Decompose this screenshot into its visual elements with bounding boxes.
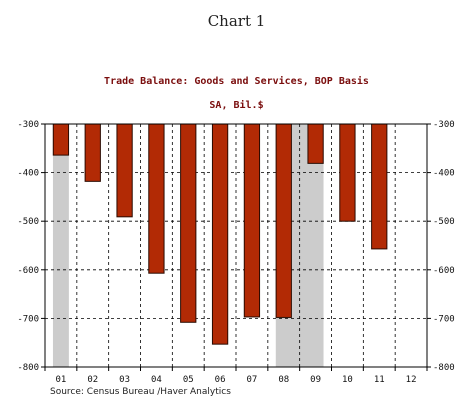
- y-tick-label-left: -300: [17, 120, 39, 130]
- axes-layer: -300 -300 -400 -400 -500 -500 -600 -600 -700 -700…: [17, 120, 454, 385]
- bars-layer: [52, 123, 388, 345]
- y-tick-label-right: -600: [433, 266, 455, 276]
- grid-layer: [45, 124, 427, 367]
- y-tick-label-right: -500: [433, 217, 455, 227]
- bar-09: [307, 123, 324, 164]
- x-tick-label-07: 07: [246, 375, 257, 385]
- x-tick-label-10: 10: [342, 375, 353, 385]
- x-tick-label-08: 08: [278, 375, 289, 385]
- bar-11: [371, 123, 388, 250]
- x-tick-label-12: 12: [406, 375, 417, 385]
- recession-shading-1: [52, 124, 69, 367]
- bar-05: [180, 123, 197, 323]
- chart-title: Trade Balance: Goods and Services, BOP B…: [104, 76, 369, 87]
- x-tick-label-06: 06: [215, 375, 226, 385]
- bar-01: [52, 123, 70, 156]
- y-tick-label-left: -500: [17, 217, 39, 227]
- x-tick-label-03: 03: [119, 375, 130, 385]
- chart-subtitle: SA, Bil.$: [209, 100, 264, 111]
- y-tick-label-left: -800: [17, 363, 39, 373]
- y-tick-label-left: -400: [17, 169, 39, 179]
- bar-02: [84, 123, 101, 182]
- x-tick-label-02: 02: [87, 375, 98, 385]
- y-tick-label-right: -300: [433, 120, 455, 130]
- x-tick-label-05: 05: [183, 375, 194, 385]
- bar-07: [243, 123, 261, 318]
- x-tick-label-04: 04: [151, 375, 162, 385]
- x-tick-label-11: 11: [374, 375, 385, 385]
- x-tick-label-09: 09: [310, 375, 321, 385]
- bar-04: [148, 123, 165, 274]
- y-tick-label-left: -600: [17, 266, 39, 276]
- bar-10: [339, 123, 356, 222]
- x-tick-label-01: 01: [55, 375, 66, 385]
- bar-03: [116, 123, 133, 218]
- y-tick-label-left: -700: [17, 314, 39, 324]
- source-note: Source: Census Bureau /Haver Analytics: [50, 387, 231, 397]
- y-tick-label-right: -800: [433, 363, 455, 373]
- y-tick-label-right: -700: [433, 314, 455, 324]
- page-title: Chart 1: [207, 12, 266, 30]
- bar-06: [211, 123, 229, 345]
- y-tick-label-right: -400: [433, 169, 455, 179]
- bar-08: [275, 123, 292, 318]
